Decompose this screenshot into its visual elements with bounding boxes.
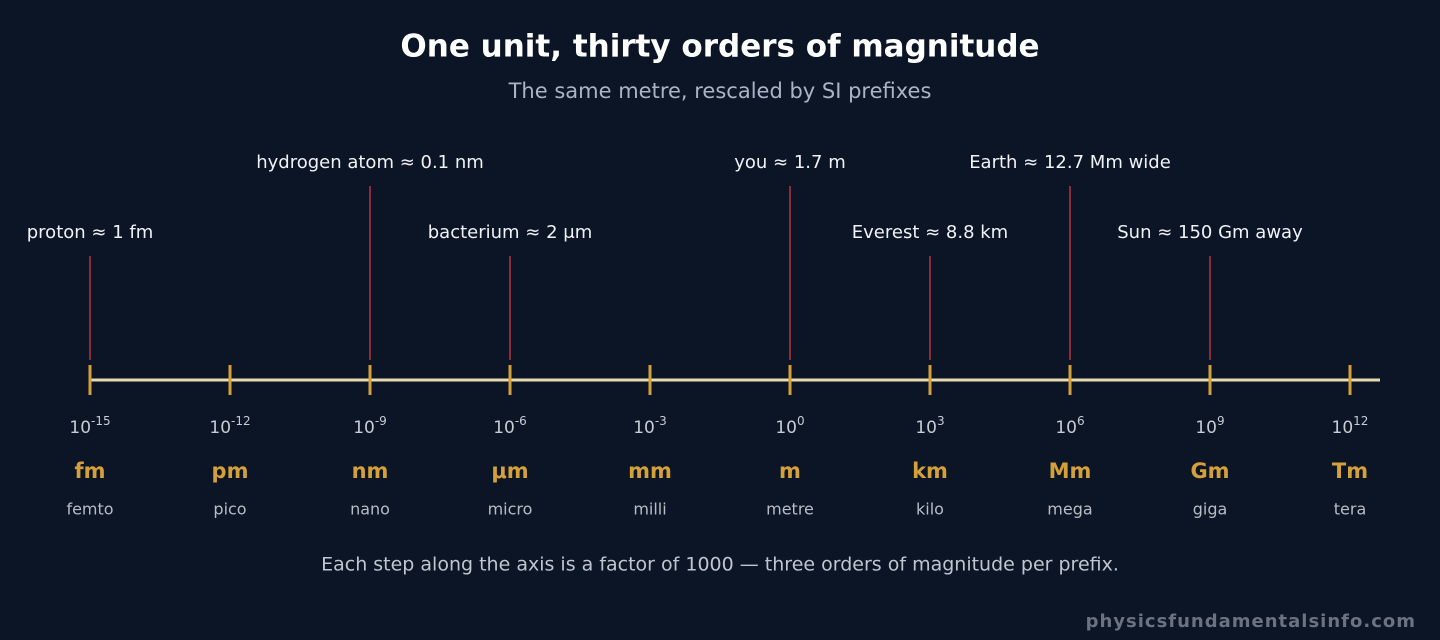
power-label: 10-12 [209, 414, 250, 439]
power-base: 10 [209, 418, 231, 438]
annotation-label: you ≈ 1.7 m [734, 152, 845, 173]
footnote: Each step along the axis is a factor of … [321, 554, 1119, 576]
power-label: 10-3 [633, 414, 667, 439]
power-exponent: -9 [375, 414, 387, 428]
power-exponent: -15 [91, 414, 111, 428]
power-label: 103 [915, 414, 944, 439]
annotation-label: proton ≈ 1 fm [27, 222, 154, 243]
power-exponent: 12 [1353, 414, 1368, 428]
annotation-label: bacterium ≈ 2 μm [428, 222, 593, 243]
power-base: 10 [1195, 418, 1217, 438]
power-base: 10 [775, 418, 797, 438]
prefix-name: milli [633, 500, 666, 519]
power-base: 10 [915, 418, 937, 438]
prefix-symbol: fm [74, 459, 105, 483]
power-label: 1012 [1332, 414, 1369, 439]
prefix-symbol: nm [352, 459, 389, 483]
prefix-name: pico [213, 500, 246, 519]
prefix-symbol: μm [491, 459, 528, 483]
power-exponent: 6 [1077, 414, 1085, 428]
power-exponent: 9 [1217, 414, 1225, 428]
power-base: 10 [493, 418, 515, 438]
power-label: 10-15 [69, 414, 110, 439]
prefix-name: tera [1334, 500, 1367, 519]
annotation-label: Sun ≈ 150 Gm away [1117, 222, 1303, 243]
power-label: 10-6 [493, 414, 527, 439]
watermark: physicsfundamentalsinfo.com [1086, 611, 1416, 632]
prefix-name: kilo [916, 500, 944, 519]
title: One unit, thirty orders of magnitude [400, 29, 1039, 65]
prefix-symbol: Gm [1190, 459, 1229, 483]
power-exponent: -3 [655, 414, 667, 428]
power-label: 10-9 [353, 414, 387, 439]
prefix-name: micro [488, 500, 533, 519]
prefix-symbol: m [779, 459, 801, 483]
power-base: 10 [633, 418, 655, 438]
power-label: 100 [775, 414, 804, 439]
power-exponent: -12 [231, 414, 251, 428]
power-exponent: 3 [937, 414, 945, 428]
prefix-symbol: Mm [1049, 459, 1092, 483]
power-base: 10 [353, 418, 375, 438]
power-label: 109 [1195, 414, 1224, 439]
annotation-label: hydrogen atom ≈ 0.1 nm [256, 152, 484, 173]
prefix-symbol: km [912, 459, 948, 483]
prefix-name: metre [766, 500, 814, 519]
power-base: 10 [1332, 418, 1354, 438]
prefix-symbol: mm [628, 459, 672, 483]
subtitle: The same metre, rescaled by SI prefixes [508, 79, 932, 103]
power-exponent: 0 [797, 414, 805, 428]
prefix-name: nano [350, 500, 390, 519]
power-base: 10 [1055, 418, 1077, 438]
prefix-name: femto [66, 500, 113, 519]
power-exponent: -6 [515, 414, 527, 428]
annotation-label: Everest ≈ 8.8 km [852, 222, 1008, 243]
prefix-name: giga [1193, 500, 1228, 519]
prefix-name: mega [1047, 500, 1092, 519]
prefix-symbol: pm [212, 459, 249, 483]
power-base: 10 [69, 418, 91, 438]
annotation-label: Earth ≈ 12.7 Mm wide [969, 152, 1171, 173]
power-label: 106 [1055, 414, 1084, 439]
prefix-symbol: Tm [1332, 459, 1368, 483]
